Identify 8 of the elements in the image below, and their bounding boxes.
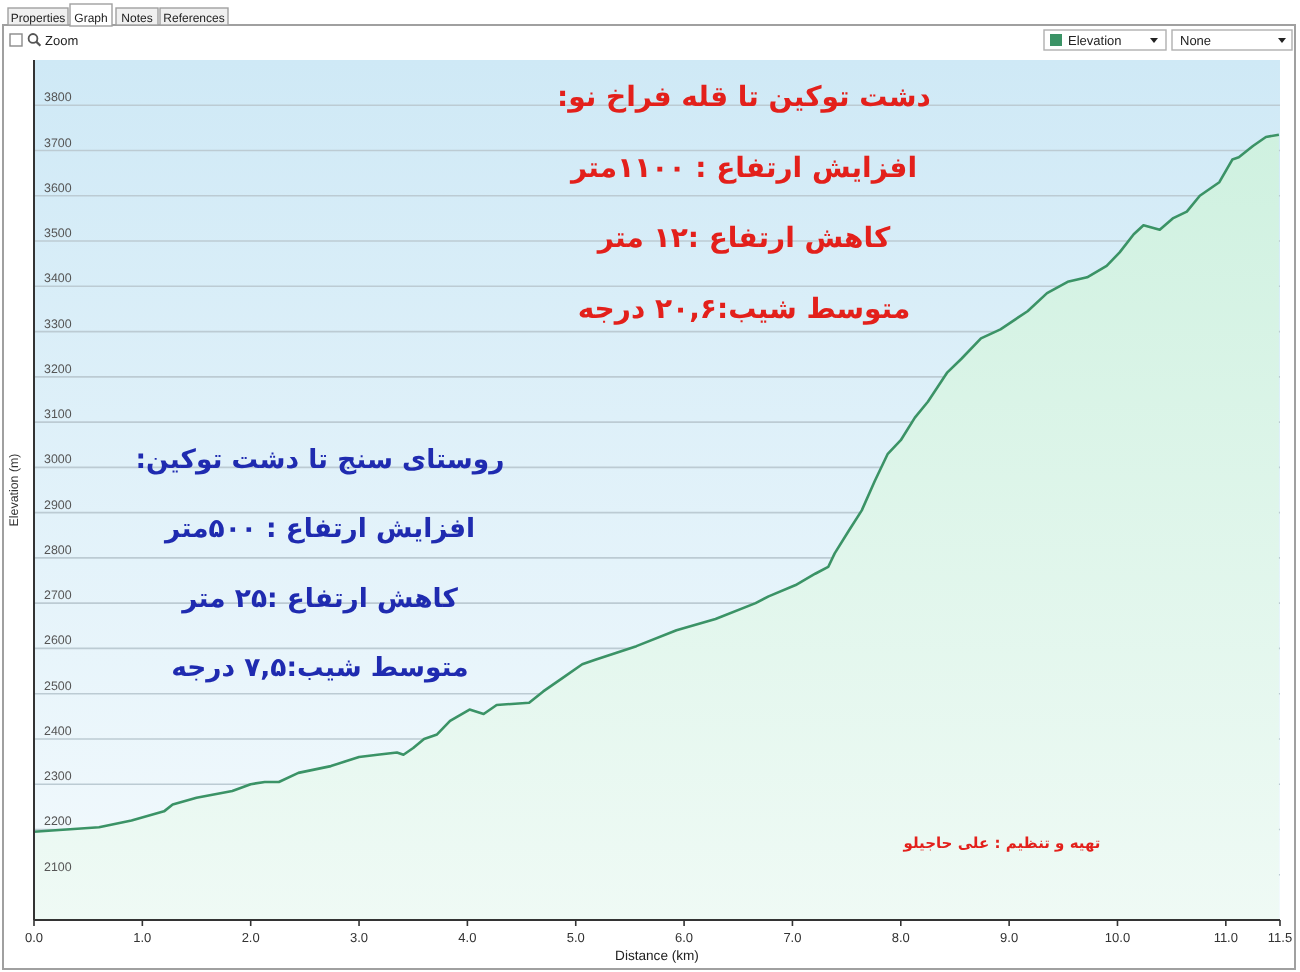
annotation: روستای سنج تا دشت توکین: (135, 446, 505, 476)
annotation: افزایش ارتفاع : ۵۰۰متر (163, 515, 475, 546)
annotation: متوسط شیب:۷,۵ درجه (171, 654, 469, 685)
annotation: کاهش ارتفاع :۲۵ متر (180, 584, 459, 615)
annotation: کاهش ارتفاع :۱۲ متر (595, 223, 893, 256)
annotation: دشت توکین تا قله فراخ نو: (557, 82, 931, 114)
annotation: متوسط شیب:۲۰,۶ درجه (577, 293, 911, 326)
annotation: افزایش ارتفاع : ۱۱۰۰متر (568, 152, 918, 185)
